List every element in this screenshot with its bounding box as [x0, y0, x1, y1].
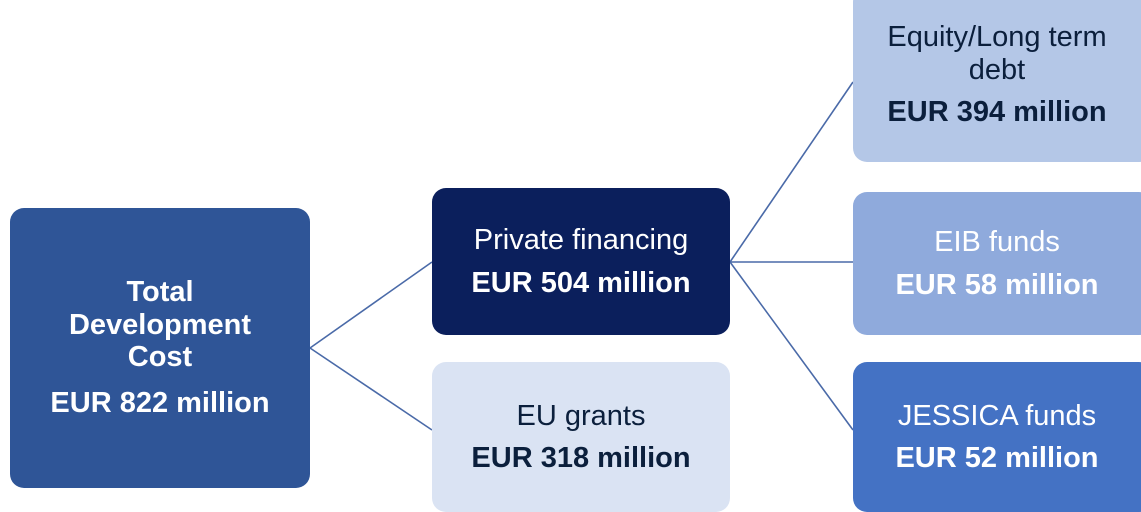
node-label: EIB funds [934, 226, 1060, 259]
node-value: EUR 394 million [887, 96, 1107, 129]
connector [309, 347, 433, 431]
node-label: Equity/Long term debt [887, 21, 1107, 86]
node-label: EU grants [516, 399, 646, 432]
node: Private financing EUR 504 million [432, 188, 730, 335]
connector [729, 261, 854, 431]
node-value: EUR 58 million [895, 268, 1099, 301]
page: {"nodes": [ {"label": "Total Development… [10, 0, 1141, 512]
connectors [309, 81, 854, 431]
node: EIB funds EUR 58 million [853, 192, 1141, 335]
node-label: JESSICA funds [897, 399, 1097, 432]
connector [729, 81, 854, 263]
node-value: EUR 822 million [50, 387, 270, 420]
node-value: EUR 52 million [895, 442, 1099, 474]
node-label: Total Development Cost [68, 276, 252, 373]
node: JESSICA funds EUR 52 million [853, 362, 1141, 512]
node: Equity/Long term debt EUR 394 million [853, 0, 1141, 162]
node-value: EUR 318 million [471, 442, 691, 474]
node-label: Private financing [473, 224, 689, 257]
node-value: EUR 504 million [471, 266, 691, 299]
node: Total Development Cost EUR 822 million [10, 208, 310, 488]
connector [309, 261, 433, 349]
node: EU grants EUR 318 million [432, 362, 730, 512]
